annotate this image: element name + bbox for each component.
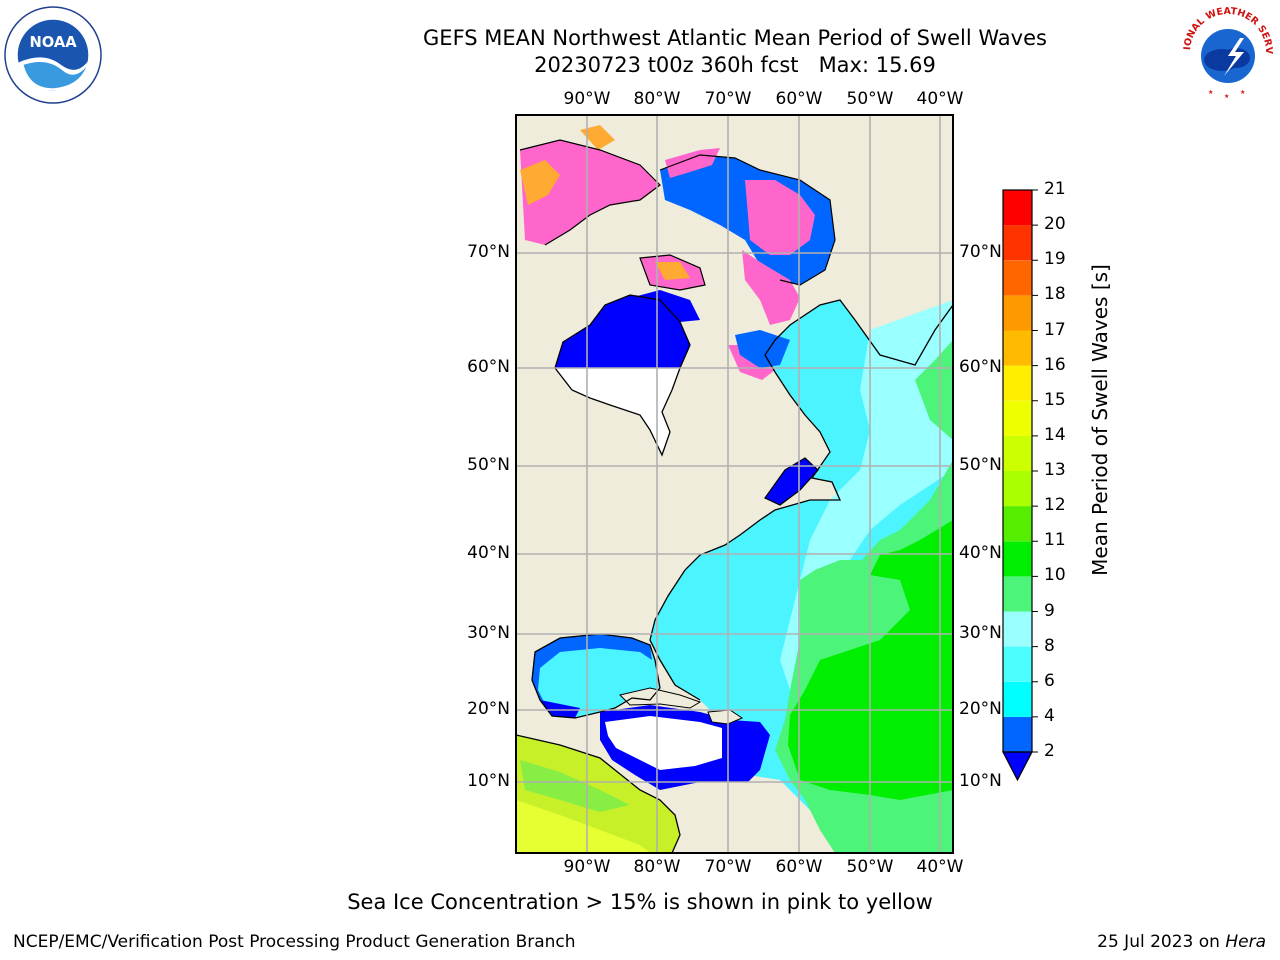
lat-label-left-40n: 40°N [467,543,510,563]
footer-credit: NCEP/EMC/Verification Post Processing Pr… [13,932,576,952]
colorbar-band [1003,471,1032,507]
colorbar-title-wrap: Mean Period of Swell Waves [s] [1080,180,1120,660]
colorbar-extend-triangle [1002,751,1033,782]
colorbar-tick-label: 12 [1044,495,1066,516]
colorbar-band [1003,506,1032,542]
colorbar-band [1003,576,1032,612]
noaa-logo: NOAA [4,6,102,104]
colorbar [1002,189,1038,782]
lat-label-left-30n: 30°N [467,623,510,643]
colorbar-band [1003,365,1032,401]
land-cuba [619,687,702,709]
graticule [516,115,953,853]
lat-label-right-40n: 40°N [959,543,1002,563]
lon-label-bottom-40w: 40°W [916,857,964,877]
colorbar-band [1003,260,1032,296]
svg-text:★: ★ [1240,89,1245,96]
footer-date: 25 Jul 2023 on Hera [1097,932,1266,952]
colorbar-tick-label: 16 [1044,354,1066,375]
colorbar-band [1003,681,1032,717]
lat-label-left-60n: 60°N [467,357,510,377]
svg-text:★: ★ [1208,89,1213,96]
colorbar-band [1003,646,1032,682]
colorbar-tick-label: 6 [1044,670,1055,691]
colorbar-band [1003,435,1032,471]
colorbar-tick-label: 21 [1044,179,1066,199]
colorbar-tick-label: 4 [1044,705,1055,726]
colorbar-band [1003,541,1032,577]
lon-label-bottom-80w: 80°W [633,857,681,877]
colorbar-tick-label: 19 [1044,249,1066,270]
map-content [516,115,953,853]
colorbar-tick-label: 20 [1044,214,1066,235]
colorbar-tick-label: 2 [1044,741,1055,761]
lon-label-top-50w: 50°W [846,89,894,109]
coastline-north-america [649,299,953,701]
lat-label-right-60n: 60°N [959,357,1002,377]
ocean-green-east-edge [915,340,953,440]
lon-label-top-60w: 60°W [775,89,823,109]
lat-label-right-70n: 70°N [959,242,1002,262]
nws-logo: NATIONAL WEATHER SERVICE ★ ★ ★ [1178,2,1276,100]
colorbar-band [1003,295,1032,331]
colorbar-tick-label: 18 [1044,284,1066,305]
sea-ice-baffin [745,180,815,255]
footer-machine: Hera [1225,932,1266,952]
map-frame [515,114,954,854]
chart-title: GEFS MEAN Northwest Atlantic Mean Period… [423,26,1047,50]
colorbar-tick-label: 15 [1044,389,1066,410]
lat-label-right-30n: 30°N [959,623,1002,643]
lon-label-top-40w: 40°W [916,89,964,109]
colorbar-band [1003,330,1032,366]
colorbar-band [1003,225,1032,261]
noaa-logo-text: NOAA [29,34,77,51]
chart-subtitle: 20230723 t00z 360h fcst Max: 15.69 [534,53,936,77]
lat-label-right-50n: 50°N [959,455,1002,475]
lon-label-top-70w: 70°W [704,89,752,109]
colorbar-band [1003,190,1032,226]
colorbar-band [1003,400,1032,436]
colorbar-tick-label: 10 [1044,565,1066,586]
lon-label-top-90w: 90°W [563,89,611,109]
colorbar-tick-label: 14 [1044,424,1066,445]
lon-label-bottom-70w: 70°W [704,857,752,877]
caribbean-white-area [605,716,722,770]
lon-label-bottom-60w: 60°W [775,857,823,877]
colorbar-band [1003,716,1032,752]
colorbar-tick-label: 13 [1044,460,1066,480]
colorbar-tick-label: 9 [1044,600,1055,621]
lon-label-top-80w: 80°W [633,89,681,109]
colorbar-band [1003,611,1032,647]
lat-label-left-20n: 20°N [467,699,510,719]
lon-label-bottom-90w: 90°W [563,857,611,877]
lat-label-left-50n: 50°N [467,455,510,475]
sea-ice-note: Sea Ice Concentration > 15% is shown in … [347,890,933,914]
lat-label-left-70n: 70°N [467,242,510,262]
svg-text:★: ★ [1224,93,1229,100]
colorbar-tick-label: 11 [1044,530,1066,551]
footer-date-text: 25 Jul 2023 on [1097,932,1226,952]
colorbar-tick-label: 8 [1044,635,1055,656]
lat-label-right-10n: 10°N [959,771,1002,791]
ocean-st-lawrence [765,458,818,505]
colorbar-title: Mean Period of Swell Waves [s] [1088,264,1112,576]
colorbar-tick-label: 17 [1044,319,1066,340]
sea-ice-archipelago [520,140,660,245]
lat-label-left-10n: 10°N [467,771,510,791]
lon-label-bottom-50w: 50°W [846,857,894,877]
lat-label-right-20n: 20°N [959,699,1002,719]
